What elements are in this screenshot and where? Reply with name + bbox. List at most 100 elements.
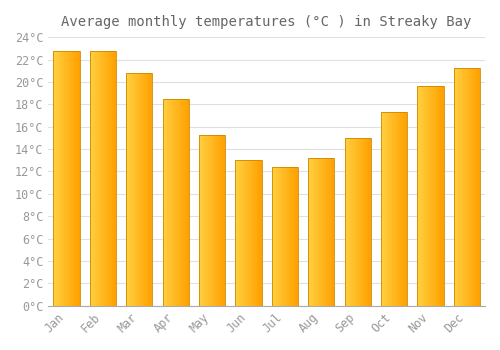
Bar — [432, 86, 433, 306]
Bar — [147, 73, 148, 306]
Bar — [436, 86, 437, 306]
Bar — [134, 73, 135, 306]
Bar — [430, 86, 431, 306]
Bar — [420, 86, 421, 306]
Bar — [76, 50, 77, 306]
Bar — [456, 69, 457, 306]
Bar — [355, 138, 356, 306]
Bar — [393, 112, 394, 306]
Bar — [354, 138, 355, 306]
Bar — [238, 160, 239, 306]
Bar — [323, 158, 324, 306]
Bar — [66, 50, 67, 306]
Bar — [212, 134, 213, 306]
Bar — [454, 69, 455, 306]
Bar — [401, 112, 402, 306]
Bar — [77, 50, 78, 306]
Bar — [367, 138, 368, 306]
Bar — [280, 167, 281, 306]
Bar — [283, 167, 284, 306]
Bar — [386, 112, 387, 306]
Bar — [427, 86, 428, 306]
Bar — [68, 50, 69, 306]
Bar — [402, 112, 403, 306]
Bar — [96, 50, 97, 306]
Bar — [199, 134, 225, 306]
Bar — [329, 158, 330, 306]
Bar — [314, 158, 315, 306]
Bar — [139, 73, 140, 306]
Bar — [74, 50, 75, 306]
Bar — [249, 160, 250, 306]
Bar — [272, 167, 298, 306]
Bar — [202, 134, 203, 306]
Bar — [433, 86, 434, 306]
Bar — [173, 99, 174, 306]
Bar — [101, 50, 102, 306]
Bar — [141, 73, 142, 306]
Bar — [472, 69, 473, 306]
Bar — [175, 99, 176, 306]
Bar — [404, 112, 405, 306]
Bar — [149, 73, 150, 306]
Bar — [285, 167, 286, 306]
Bar — [272, 167, 273, 306]
Bar — [188, 99, 189, 306]
Bar — [348, 138, 350, 306]
Bar — [90, 50, 116, 306]
Bar — [162, 99, 163, 306]
Bar — [260, 160, 261, 306]
Bar — [344, 138, 345, 306]
Bar — [475, 69, 476, 306]
Bar — [357, 138, 358, 306]
Bar — [130, 73, 131, 306]
Bar — [398, 112, 400, 306]
Bar — [284, 167, 285, 306]
Bar — [440, 86, 441, 306]
Bar — [131, 73, 132, 306]
Bar — [146, 73, 147, 306]
Bar — [215, 134, 216, 306]
Bar — [390, 112, 391, 306]
Bar — [178, 99, 179, 306]
Bar — [290, 167, 291, 306]
Bar — [292, 167, 294, 306]
Bar — [428, 86, 429, 306]
Bar — [471, 69, 472, 306]
Bar — [256, 160, 257, 306]
Bar — [150, 73, 151, 306]
Bar — [236, 160, 262, 306]
Bar — [126, 73, 152, 306]
Bar — [132, 73, 133, 306]
Bar — [219, 134, 220, 306]
Bar — [246, 160, 247, 306]
Bar — [388, 112, 389, 306]
Bar — [297, 167, 298, 306]
Bar — [347, 138, 348, 306]
Bar — [60, 50, 61, 306]
Bar — [442, 86, 443, 306]
Bar — [55, 50, 56, 306]
Bar — [213, 134, 214, 306]
Bar — [421, 86, 422, 306]
Bar — [274, 167, 275, 306]
Bar — [326, 158, 327, 306]
Bar — [438, 86, 439, 306]
Bar — [385, 112, 386, 306]
Bar — [319, 158, 320, 306]
Bar — [165, 99, 166, 306]
Bar — [251, 160, 252, 306]
Bar — [218, 134, 219, 306]
Bar — [167, 99, 168, 306]
Bar — [237, 160, 238, 306]
Bar — [57, 50, 58, 306]
Bar — [140, 73, 141, 306]
Bar — [278, 167, 279, 306]
Bar — [429, 86, 430, 306]
Bar — [143, 73, 144, 306]
Bar — [381, 112, 407, 306]
Bar — [392, 112, 393, 306]
Bar — [419, 86, 420, 306]
Bar — [184, 99, 185, 306]
Bar — [358, 138, 359, 306]
